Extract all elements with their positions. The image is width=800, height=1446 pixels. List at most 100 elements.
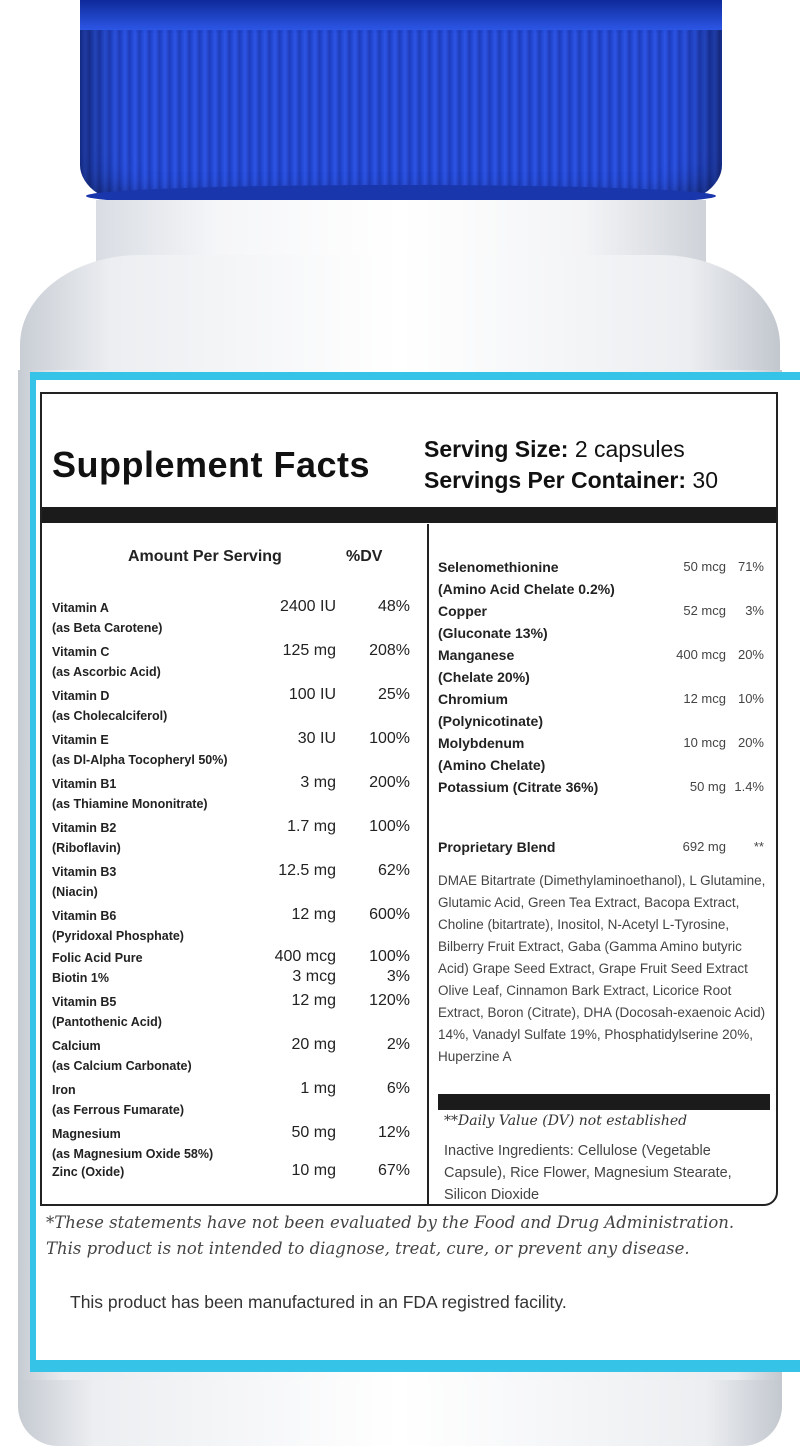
supplement-facts-panel: Supplement Facts Serving Size: 2 capsule… — [40, 392, 778, 1206]
product-label: Supplement Facts Serving Size: 2 capsule… — [30, 372, 800, 1372]
nutrient-dv: 100% — [369, 948, 410, 965]
nutrient-source: (as Calcium Carbonate) — [52, 1059, 192, 1073]
mineral-name: Selenomethionine — [438, 559, 559, 575]
mineral-row: Copper (Gluconate 13%) 52 mcg 3% — [438, 600, 768, 644]
nutrient-dv: 6% — [386, 1080, 410, 1097]
nutrient-dv: 12% — [377, 1124, 410, 1141]
nutrient-source: (as Thiamine Mononitrate) — [52, 797, 208, 811]
bottle-cap-top — [80, 0, 722, 30]
nutrient-name: Vitamin E — [52, 733, 109, 747]
mineral-name: Copper — [438, 603, 487, 619]
nutrient-amount: 12.5 mg — [278, 862, 336, 879]
mineral-row: Potassium (Citrate 36%) 50 mg 1.4% — [438, 776, 768, 798]
mineral-amount: 50 mcg — [683, 559, 726, 574]
nutrient-dv: 2% — [386, 1036, 410, 1053]
nutrient-name: Vitamin B5 — [52, 995, 117, 1009]
nutrient-source: (as Magnesium Oxide 58%) — [52, 1147, 214, 1161]
fda-disclaimer: *These statements have not been evaluate… — [46, 1210, 786, 1262]
nutrient-amount: 100 IU — [288, 686, 336, 703]
nutrient-name: Iron — [52, 1083, 76, 1097]
dv-header: %DV — [346, 548, 383, 565]
nutrient-amount: 10 mg — [291, 1162, 336, 1179]
nutrient-amount: 20 mg — [291, 1036, 336, 1053]
nutrient-name: Vitamin B1 — [52, 777, 117, 791]
proprietary-blend-name: Proprietary Blend — [438, 839, 556, 855]
mineral-name: Chromium — [438, 691, 508, 707]
mineral-row: Selenomethionine (Amino Acid Chelate 0.2%… — [438, 556, 768, 600]
mineral-dv: 20% — [737, 647, 764, 662]
nutrient-amount: 1 mg — [300, 1080, 336, 1097]
mineral-dv: 10% — [737, 691, 764, 706]
nutrient-dv: 200% — [369, 774, 410, 791]
nutrient-row: Folic Acid Pure 400 mcg 100% — [52, 948, 412, 968]
proprietary-blend-row: Proprietary Blend 692 mg ** — [438, 836, 768, 858]
label-inner: Supplement Facts Serving Size: 2 capsule… — [36, 380, 800, 1360]
panel-title: Supplement Facts — [52, 444, 371, 485]
mineral-source: (Amino Chelate) — [438, 757, 546, 773]
bottle-cap — [80, 0, 722, 205]
nutrient-source: (Pantothenic Acid) — [52, 1015, 162, 1029]
nutrient-name: Vitamin D — [52, 689, 110, 703]
amount-per-serving-header: Amount Per Serving — [128, 548, 282, 565]
nutrient-name: Vitamin B6 — [52, 909, 117, 923]
nutrient-source: (as Beta Carotene) — [52, 621, 163, 635]
nutrient-name: Folic Acid Pure — [52, 951, 143, 965]
nutrient-dv: 208% — [369, 642, 410, 659]
header-divider — [42, 507, 776, 523]
serving-size-label: Serving Size: — [424, 436, 569, 462]
nutrient-dv: 48% — [377, 598, 410, 615]
nutrient-dv: 100% — [369, 730, 410, 747]
nutrient-source: (Niacin) — [52, 885, 98, 899]
mineral-name: Molybdenum — [438, 735, 525, 751]
mineral-row: Chromium (Polynicotinate) 12 mcg 10% — [438, 688, 768, 732]
nutrient-name: Vitamin A — [52, 601, 109, 615]
nutrient-name: Calcium — [52, 1039, 101, 1053]
nutrient-row: Vitamin C (as Ascorbic Acid) 125 mg 208% — [52, 642, 412, 682]
fda-facility-note: This product has been manufactured in an… — [70, 1292, 567, 1312]
nutrient-row: Vitamin B1 (as Thiamine Mononitrate) 3 mg 2… — [52, 774, 412, 814]
nutrient-source: (as Ascorbic Acid) — [52, 665, 161, 679]
disclaimer-line-1: *These statements have not been evaluate… — [46, 1213, 735, 1232]
mineral-dv: 20% — [737, 735, 764, 750]
mineral-row: Manganese (Chelate 20%) 400 mcg 20% — [438, 644, 768, 688]
nutrient-row: Vitamin B3 (Niacin) 12.5 mg 62% — [52, 862, 412, 902]
nutrient-amount: 3 mg — [300, 774, 336, 791]
mineral-source: (Gluconate 13%) — [438, 625, 548, 641]
nutrient-amount: 12 mg — [291, 992, 336, 1009]
nutrient-row: Calcium (as Calcium Carbonate) 20 mg 2% — [52, 1036, 412, 1076]
nutrient-source: (as Dl-Alpha Tocopheryl 50%) — [52, 753, 228, 767]
mineral-row: Molybdenum (Amino Chelate) 10 mcg 20% — [438, 732, 768, 776]
servings-per-container-value: 30 — [686, 467, 719, 493]
nutrient-amount: 1.7 mg — [287, 818, 336, 835]
nutrient-row: Vitamin D (as Cholecalciferol) 100 IU 25% — [52, 686, 412, 726]
nutrient-amount: 3 mcg — [292, 968, 336, 985]
mineral-name: Manganese — [438, 647, 515, 663]
nutrient-name: Vitamin C — [52, 645, 110, 659]
servings-per-container-label: Servings Per Container: — [424, 467, 687, 493]
proprietary-blend-dv: ** — [753, 839, 764, 854]
dv-not-established-note: **Daily Value (DV) not established — [444, 1113, 688, 1129]
nutrient-source: (as Cholecalciferol) — [52, 709, 168, 723]
mineral-source: (Amino Acid Chelate 0.2%) — [438, 581, 615, 597]
mineral-source: (Polynicotinate) — [438, 713, 544, 729]
mineral-name: Potassium (Citrate 36%) — [438, 779, 599, 795]
nutrient-name: Vitamin B2 — [52, 821, 117, 835]
nutrient-amount: 12 mg — [291, 906, 336, 923]
nutrient-name: Magnesium — [52, 1127, 121, 1141]
mineral-amount: 52 mcg — [683, 603, 726, 618]
nutrient-amount: 400 mcg — [274, 948, 336, 965]
nutrient-row: Magnesium (as Magnesium Oxide 58%) 50 mg 12… — [52, 1124, 412, 1164]
nutrient-amount: 125 mg — [282, 642, 336, 659]
nutrient-row: Vitamin B6 (Pyridoxal Phosphate) 12 mg 600% — [52, 906, 412, 946]
disclaimer-line-2: This product is not intended to diagnose… — [46, 1239, 690, 1258]
serving-info: Serving Size: 2 capsules Servings Per Co… — [424, 434, 718, 496]
nutrient-row: Vitamin B5 (Pantothenic Acid) 12 mg 120% — [52, 992, 412, 1032]
nutrient-dv: 67% — [377, 1162, 410, 1179]
nutrient-row: Zinc (Oxide) 10 mg 67% — [52, 1162, 412, 1182]
nutrient-row: Iron (as Ferrous Fumarate) 1 mg 6% — [52, 1080, 412, 1120]
mineral-amount: 10 mcg — [683, 735, 726, 750]
mineral-dv: 71% — [737, 559, 764, 574]
nutrient-row: Biotin 1% 3 mcg 3% — [52, 968, 412, 988]
nutrient-row: Vitamin E (as Dl-Alpha Tocopheryl 50%) 30 … — [52, 730, 412, 770]
mineral-dv: 3% — [745, 603, 764, 618]
